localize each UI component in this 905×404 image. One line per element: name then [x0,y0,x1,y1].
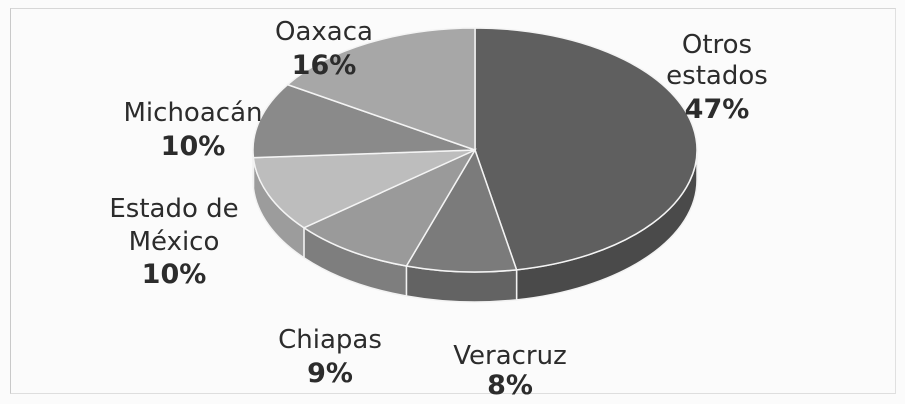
pie-slices [252,27,698,273]
label-chiapas-pct: 9% [307,358,353,389]
label-oaxaca-pct: 16% [292,50,357,81]
slice-otros-estados [474,27,698,271]
label-oaxaca: Oaxaca 16% [275,17,373,81]
slice-michoacan [252,83,476,159]
label-edomex-line1: Estado de [109,194,238,224]
slice-estado-de-mexico [252,149,476,229]
label-michoacan: Michoacán 10% [124,98,263,162]
label-otros-estados: Otros estados 47% [666,30,768,125]
label-edomex-line2: México [129,227,220,257]
label-veracruz: Veracruz 8% [453,341,567,401]
label-chiapas-line1: Chiapas [278,325,382,355]
label-chiapas: Chiapas 9% [278,325,382,389]
label-michoacan-line1: Michoacán [124,98,263,128]
label-otros-line1: Otros [682,30,752,60]
label-oaxaca-line1: Oaxaca [275,17,373,47]
label-veracruz-line1: Veracruz [453,341,567,371]
label-otros-line2: estados [666,61,768,91]
label-edomex-pct: 10% [142,259,207,290]
label-otros-pct: 47% [685,94,750,125]
slice-chiapas [302,148,477,267]
label-veracruz-pct: 8% [487,370,533,401]
slice-oaxaca [286,27,476,152]
label-michoacan-pct: 10% [161,131,226,162]
slice-veracruz [405,148,518,273]
chart-border [10,8,896,394]
label-estado-de-mexico: Estado de México 10% [109,194,238,290]
